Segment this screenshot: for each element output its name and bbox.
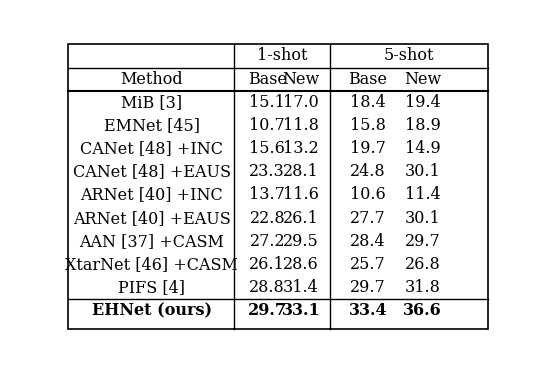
Text: 26.8: 26.8 [405,256,441,273]
Text: 13.2: 13.2 [283,140,319,157]
Text: CANet [48] +INC: CANet [48] +INC [80,140,223,157]
Text: 33.4: 33.4 [349,302,388,319]
Text: 5-shot: 5-shot [384,47,434,64]
Text: 22.8: 22.8 [249,210,285,226]
Text: 26.1: 26.1 [283,210,319,226]
Text: 31.8: 31.8 [405,279,441,296]
Text: 1-shot: 1-shot [257,47,307,64]
Text: 11.6: 11.6 [283,186,319,204]
Text: 19.4: 19.4 [405,94,441,111]
Text: Method: Method [120,71,183,88]
Text: 28.1: 28.1 [283,163,319,180]
Text: 19.7: 19.7 [350,140,386,157]
Text: PIFS [4]: PIFS [4] [118,279,185,296]
Text: 18.9: 18.9 [405,117,441,134]
Text: 29.7: 29.7 [248,302,287,319]
Text: 14.9: 14.9 [405,140,441,157]
Text: 28.4: 28.4 [350,233,386,250]
Text: 10.7: 10.7 [249,117,285,134]
Text: 23.3: 23.3 [249,163,285,180]
Text: EMNet [45]: EMNet [45] [104,117,200,134]
Text: 36.6: 36.6 [403,302,442,319]
Text: 15.8: 15.8 [350,117,386,134]
Text: 15.6: 15.6 [249,140,285,157]
Text: 15.1: 15.1 [249,94,285,111]
Text: 31.4: 31.4 [283,279,319,296]
Text: 25.7: 25.7 [350,256,386,273]
Text: EHNet (ours): EHNet (ours) [92,302,212,319]
Text: 11.4: 11.4 [405,186,441,204]
Text: 10.6: 10.6 [350,186,386,204]
Text: 27.7: 27.7 [350,210,386,226]
Text: 29.5: 29.5 [283,233,319,250]
Text: 29.7: 29.7 [405,233,441,250]
Text: ARNet [40] +INC: ARNet [40] +INC [80,186,223,204]
Text: 13.7: 13.7 [249,186,285,204]
Text: 11.8: 11.8 [283,117,319,134]
Text: XtarNet [46] +CASM: XtarNet [46] +CASM [66,256,238,273]
Text: 27.2: 27.2 [249,233,285,250]
Text: AAN [37] +CASM: AAN [37] +CASM [79,233,224,250]
Text: CANet [48] +EAUS: CANet [48] +EAUS [73,163,231,180]
Text: 30.1: 30.1 [405,210,441,226]
Text: 17.0: 17.0 [283,94,319,111]
Text: New: New [404,71,441,88]
Text: 29.7: 29.7 [350,279,386,296]
Text: 28.6: 28.6 [283,256,319,273]
Text: 28.8: 28.8 [249,279,285,296]
Text: Base: Base [349,71,388,88]
Text: ARNet [40] +EAUS: ARNet [40] +EAUS [73,210,231,226]
Text: Base: Base [248,71,287,88]
Text: 33.1: 33.1 [281,302,320,319]
Text: 30.1: 30.1 [405,163,441,180]
Text: New: New [282,71,319,88]
Text: 18.4: 18.4 [350,94,386,111]
Text: MiB [3]: MiB [3] [121,94,182,111]
Text: 24.8: 24.8 [350,163,386,180]
Text: 26.1: 26.1 [249,256,285,273]
